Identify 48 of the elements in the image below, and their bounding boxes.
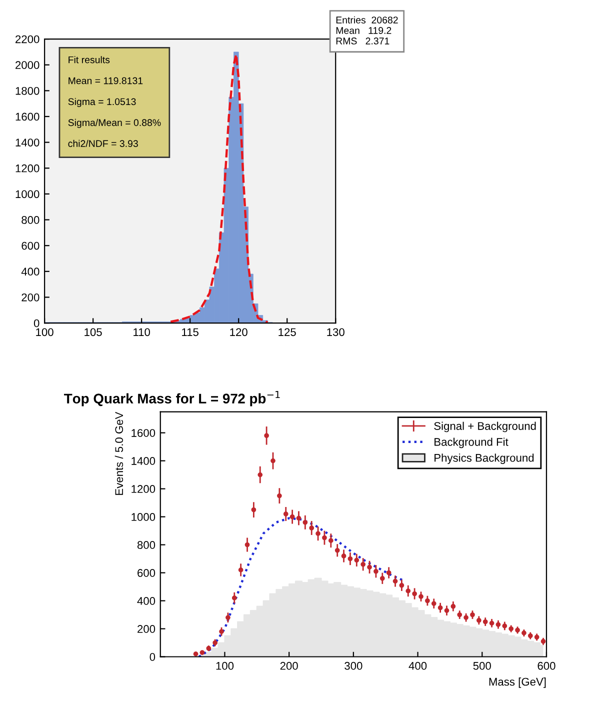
- y-tick-label: 1800: [16, 86, 40, 95]
- x-tick-label: 200: [280, 662, 298, 670]
- x-tick-label: 105: [84, 328, 102, 336]
- annotation: Sigma/Mean = 0.88%: [68, 118, 161, 128]
- legend-label: Physics Background: [434, 454, 534, 464]
- x-tick-label: 115: [182, 328, 198, 336]
- y-tick-label: 0: [150, 653, 156, 661]
- y-axis-title: Events / 5.0 GeV: [114, 412, 124, 495]
- y-tick-label: 1000: [16, 190, 40, 198]
- y-tick-label: 1600: [132, 429, 156, 437]
- y-tick-label: 1400: [16, 138, 40, 146]
- y-tick-label: 0: [34, 319, 40, 328]
- y-tick-label: 1400: [132, 457, 156, 465]
- x-tick-label: 500: [473, 662, 491, 670]
- y-tick-label: 1200: [16, 164, 40, 172]
- x-tick-label: 130: [327, 328, 344, 336]
- y-tick-label: 1000: [132, 513, 156, 521]
- x-tick-label: 300: [344, 662, 362, 670]
- y-tick-label: 800: [22, 216, 40, 224]
- y-tick-label: 2200: [16, 35, 40, 44]
- y-tick-label: 1600: [16, 112, 40, 121]
- text: Mean 119.2: [336, 27, 392, 34]
- x-tick-label: 100: [216, 662, 234, 670]
- y-tick-label: 600: [138, 569, 156, 577]
- annotation: Sigma = 1.0513: [68, 98, 136, 108]
- annotation: chi2/NDF = 3.93: [68, 140, 138, 148]
- x-tick-label: 110: [134, 328, 150, 336]
- chart-title: Top Quark Mass for L = 972 pb$^{−1}$: [64, 390, 280, 406]
- y-tick-label: 600: [22, 242, 40, 250]
- y-tick-label: 200: [138, 625, 156, 633]
- y-tick-label: 2000: [16, 61, 40, 70]
- legend-label: Signal + Background: [434, 422, 536, 432]
- annotation: Mean = 119.8131: [68, 77, 143, 84]
- x-tick-label: 600: [538, 662, 556, 670]
- x-tick-label: 125: [278, 328, 296, 336]
- legend-label: Background Fit: [434, 438, 508, 448]
- y-tick-label: 400: [137, 597, 156, 605]
- x-tick-label: 400: [408, 662, 427, 670]
- y-tick-label: 400: [21, 268, 40, 276]
- x-axis-title: Mass [GeV]: [489, 678, 546, 688]
- annotation: Fit results: [68, 56, 110, 64]
- y-tick-label: 800: [137, 541, 156, 549]
- x-tick-label: 120: [230, 328, 248, 336]
- y-tick-label: 1200: [132, 485, 156, 493]
- text: RMS 2.371: [336, 38, 390, 44]
- x-tick-label: 100: [36, 328, 54, 336]
- y-tick-label: 200: [22, 294, 40, 302]
- text: Entries 20682: [336, 16, 398, 24]
